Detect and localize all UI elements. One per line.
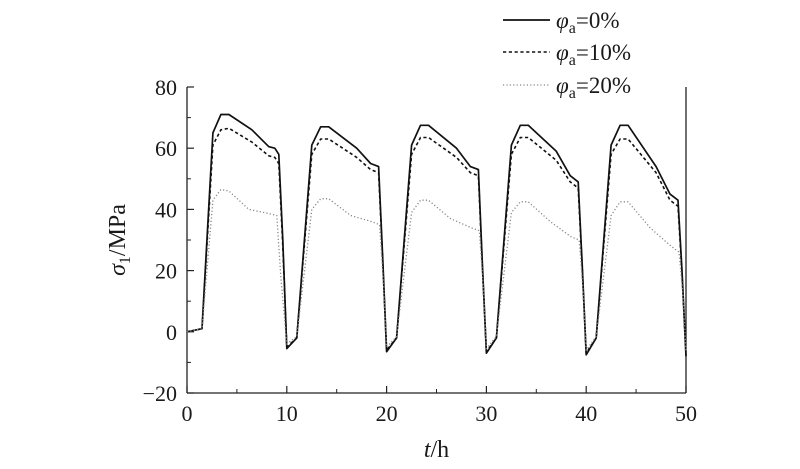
y-tick-label: 80 bbox=[155, 75, 177, 100]
legend-label-3: φa=20% bbox=[556, 73, 631, 102]
series-line-1 bbox=[186, 113, 687, 357]
x-tick-label: 40 bbox=[575, 401, 597, 426]
y-tick-label: 60 bbox=[155, 136, 177, 161]
x-tick-label: 10 bbox=[276, 401, 298, 426]
series-line-3 bbox=[186, 188, 687, 352]
series-layer bbox=[186, 113, 687, 357]
x-tick-label: 50 bbox=[675, 401, 697, 426]
y-axis-label: σ1/MPa bbox=[105, 204, 134, 276]
legend-label-2: φa=10% bbox=[556, 40, 631, 69]
y-tick-label: 0 bbox=[166, 320, 177, 345]
y-tick-label: 20 bbox=[155, 259, 177, 284]
series-line-2 bbox=[186, 127, 687, 355]
y-tick-label: 40 bbox=[155, 197, 177, 222]
x-tick-label: 20 bbox=[376, 401, 398, 426]
x-tick-label: 30 bbox=[475, 401, 497, 426]
x-axis-label: t/h bbox=[424, 437, 449, 463]
y-tick-label: −20 bbox=[143, 381, 177, 406]
x-tick-label: 0 bbox=[182, 401, 193, 426]
legend-label-1: φa=0% bbox=[556, 8, 619, 37]
legend: φa=0% φa=10% φa=20% bbox=[503, 8, 631, 102]
